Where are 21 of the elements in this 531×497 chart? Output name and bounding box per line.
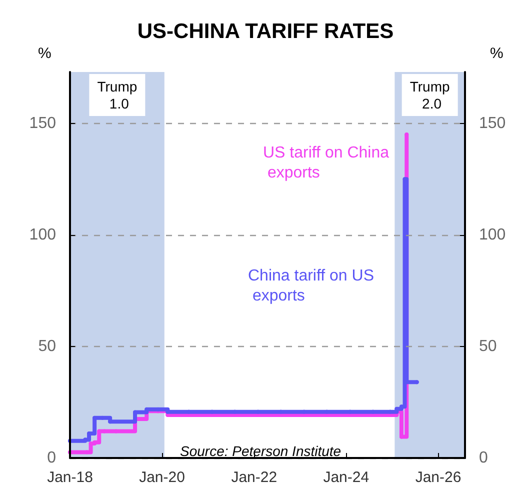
band-label: Trump 2.0 <box>410 78 450 112</box>
x-tick-label: Jan-24 <box>323 469 370 486</box>
chart-title: US-CHINA TARIFF RATES <box>137 20 394 43</box>
x-tick-label: Jan-18 <box>47 469 93 486</box>
y2-tick-label: 50 <box>479 338 497 355</box>
y2-tick-label: 150 <box>479 114 506 132</box>
annotation: Source: Peterson Institute <box>180 443 342 459</box>
y-axis-title: % <box>38 45 52 62</box>
series-label: US tariff on China exports <box>263 144 390 182</box>
y-tick-label: 150 <box>29 114 56 132</box>
y-tick-label: 100 <box>29 226 56 244</box>
y2-tick-label: 0 <box>479 450 488 466</box>
x-tick-label: Jan-26 <box>415 469 462 486</box>
x-tick-label: Jan-22 <box>231 469 278 486</box>
y-tick-label: 50 <box>38 338 56 355</box>
series-label: China tariff on US exports <box>248 268 374 304</box>
x-tick-label: Jan-20 <box>139 469 185 486</box>
y2-tick-label: 100 <box>479 226 506 244</box>
y-tick-label: 0 <box>47 450 56 466</box>
y2-axis-title: % <box>490 45 504 62</box>
band-label: Trump 1.0 <box>97 78 138 112</box>
